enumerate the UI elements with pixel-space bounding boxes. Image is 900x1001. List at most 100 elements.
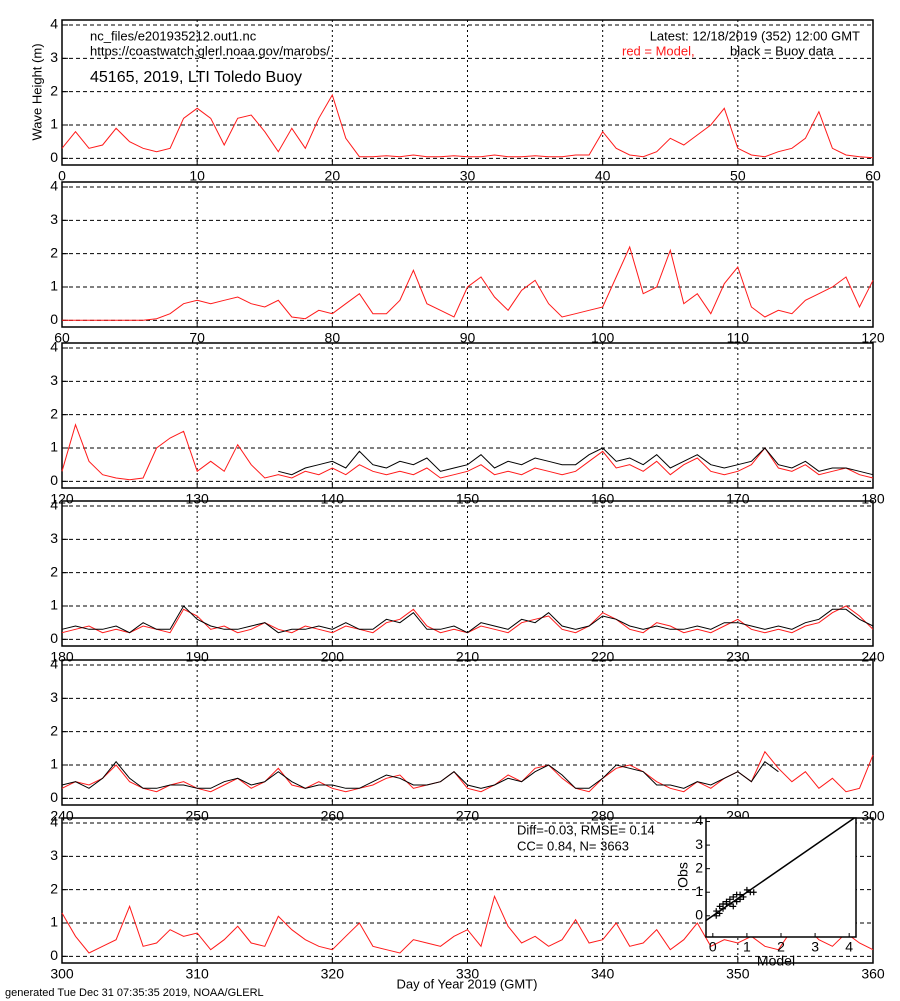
url: https://coastwatch.glerl.noaa.gov/marobs…: [90, 43, 330, 58]
y-tick-label: 1: [50, 116, 58, 132]
scatter-point: [716, 910, 723, 917]
y-tick-label: 2: [50, 722, 58, 738]
x-tick-label: 360: [861, 966, 885, 982]
y-tick-label: 4: [50, 16, 58, 32]
x-tick-label: 220: [591, 649, 615, 665]
y-tick-label: 0: [50, 789, 58, 805]
x-tick-label: 340: [591, 966, 615, 982]
y-tick-label: 3: [50, 689, 58, 705]
x-tick-label: 2: [777, 939, 785, 955]
series-line: [61, 894, 874, 954]
scatter-point: [713, 912, 720, 919]
x-axis-label: Model: [757, 953, 795, 969]
x-tick-label: 260: [321, 808, 345, 824]
scatter-point: [730, 893, 737, 900]
x-tick-label: 0: [58, 168, 66, 184]
x-tick-label: 230: [726, 649, 750, 665]
scatter-point: [720, 901, 727, 908]
x-tick-label: 4: [845, 939, 853, 955]
x-tick-label: 330: [456, 966, 480, 982]
inset-frame: [705, 817, 857, 938]
x-tick-label: 120: [50, 491, 74, 507]
y-tick-label: 4: [50, 178, 58, 194]
y-tick-label: 4: [50, 814, 58, 830]
x-tick-label: 1: [743, 939, 751, 955]
series-line: [62, 245, 874, 321]
y-tick-label: 3: [50, 372, 58, 388]
x-tick-label: 200: [321, 649, 345, 665]
y-tick-label: 3: [695, 836, 703, 852]
x-tick-label: 30: [460, 168, 476, 184]
x-tick-label: 80: [325, 330, 341, 346]
series-line: [278, 447, 874, 476]
x-tick-label: 320: [321, 966, 345, 982]
scatter-point: [733, 891, 740, 898]
file-name: nc_files/e201935212.out1.nc: [90, 28, 257, 43]
scatter-point: [716, 903, 723, 910]
y-tick-label: 1: [50, 439, 58, 455]
series-line: [61, 423, 874, 481]
station: 45165, 2019, LTI Toledo Buoy: [90, 69, 302, 86]
y-tick-label: 0: [50, 311, 58, 327]
series-line: [61, 605, 874, 634]
y-tick-label: 1: [50, 756, 58, 772]
legend-model: red = Model,: [622, 43, 695, 58]
latest: Latest: 12/18/2019 (352) 12:00 GMT: [650, 28, 860, 43]
y-tick-label: 0: [50, 947, 58, 963]
x-tick-label: 280: [591, 808, 615, 824]
y-tick-label: 4: [50, 656, 58, 672]
footer: generated Tue Dec 31 07:35:35 2019, NOAA…: [5, 987, 264, 999]
x-tick-label: 300: [861, 808, 885, 824]
x-tick-label: 170: [726, 491, 750, 507]
y-tick-label: 1: [695, 883, 703, 899]
y-tick-label: 3: [50, 211, 58, 227]
x-tick-label: 0: [709, 939, 717, 955]
scatter-point: [737, 896, 744, 903]
y-axis-label: Obs: [675, 862, 691, 888]
x-tick-label: 40: [595, 168, 611, 184]
y-tick-label: 2: [50, 405, 58, 421]
scatter-point: [730, 903, 737, 910]
y-tick-label: 1: [50, 597, 58, 613]
x-tick-label: 210: [456, 649, 480, 665]
x-tick-label: 110: [727, 330, 750, 346]
x-tick-label: 190: [185, 649, 209, 665]
x-tick-label: 90: [460, 330, 476, 346]
series-line: [61, 760, 779, 789]
y-tick-label: 0: [50, 149, 58, 165]
x-tick-label: 150: [456, 491, 480, 507]
y-axis-label: Wave Height (m): [29, 43, 44, 140]
x-tick-label: 240: [50, 808, 74, 824]
y-tick-label: 2: [50, 563, 58, 579]
x-tick-label: 350: [726, 966, 750, 982]
scatter-point: [743, 886, 750, 893]
x-tick-label: 180: [861, 491, 885, 507]
x-tick-label: 140: [321, 491, 345, 507]
x-tick-label: 310: [185, 966, 209, 982]
y-tick-label: 1: [50, 278, 58, 294]
stats: Diff=-0.03, RMSE= 0.14: [517, 822, 655, 837]
scatter-point: [726, 896, 733, 903]
y-tick-label: 2: [50, 244, 58, 260]
scatter-point: [750, 889, 757, 896]
x-tick-label: 100: [591, 330, 615, 346]
series-line: [61, 605, 874, 634]
y-tick-label: 3: [50, 49, 58, 65]
x-tick-label: 50: [730, 168, 746, 184]
scatter-point: [733, 898, 740, 905]
y-tick-label: 3: [50, 530, 58, 546]
x-tick-label: 10: [189, 168, 205, 184]
x-tick-label: 70: [189, 330, 205, 346]
y-tick-label: 2: [50, 82, 58, 98]
y-tick-label: 1: [50, 914, 58, 930]
x-tick-label: 60: [54, 330, 70, 346]
x-tick-label: 20: [325, 168, 341, 184]
y-tick-label: 0: [695, 906, 703, 922]
y-tick-label: 4: [695, 812, 703, 828]
x-tick-label: 300: [50, 966, 74, 982]
x-axis-label: Day of Year 2019 (GMT): [397, 976, 538, 991]
x-tick-label: 270: [456, 808, 480, 824]
y-tick-label: 2: [695, 859, 703, 875]
y-tick-label: 4: [50, 497, 58, 513]
